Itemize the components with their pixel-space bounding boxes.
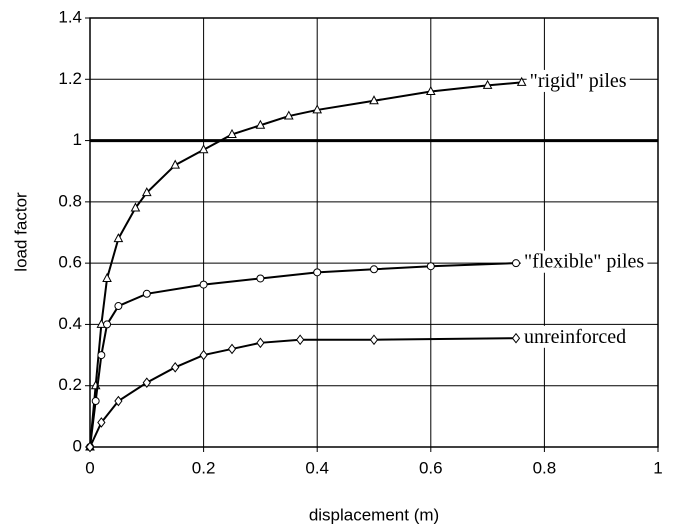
y-tick-label: 1.2 [58,69,82,88]
marker [369,95,379,105]
marker [97,351,106,360]
y-tick-label: 0 [73,436,82,455]
marker [130,202,141,212]
marker [296,334,305,346]
marker [370,265,378,274]
marker [426,262,435,271]
series-label-bg [526,69,630,92]
marker [85,441,95,453]
marker [198,144,209,154]
y-axis-label: load factor [11,192,30,272]
series-label: "flexible" piles [524,251,644,273]
y-tick-label: 0.6 [58,253,82,272]
marker [170,159,181,169]
x-tick-label: 0 [85,458,94,477]
x-tick-label: 0.2 [192,458,216,477]
x-tick-label: 1 [653,458,662,477]
series-label-bg [521,325,630,348]
marker [255,119,266,129]
marker [102,272,112,282]
series-label: unreinforced [524,326,626,348]
marker [199,280,208,289]
marker [482,79,493,89]
marker [313,268,322,277]
marker [114,302,123,311]
series-line [89,337,517,448]
marker [369,334,379,346]
plot-frame [89,17,659,448]
marker [516,76,527,86]
x-axis-label: displacement (m) [309,505,439,524]
series-label: "rigid" piles [530,70,627,92]
x-tick-label: 0.8 [533,458,557,477]
marker [114,395,123,407]
series-line [89,262,517,448]
x-tick-label: 0.6 [419,458,443,477]
marker [142,377,151,388]
marker [91,397,100,406]
marker [171,362,180,373]
marker [142,289,151,298]
marker [227,128,237,138]
marker [113,233,124,243]
y-tick-label: 0.4 [58,314,82,333]
marker [312,104,323,114]
marker [103,320,112,329]
x-tick-label: 0.4 [305,458,329,477]
marker [97,417,106,428]
marker [511,332,521,344]
y-tick-label: 1.4 [58,7,82,26]
marker [283,110,294,120]
y-tick-label: 0.2 [58,375,82,394]
marker [227,343,237,355]
marker [256,337,265,349]
marker [425,85,436,96]
y-tick-label: 1 [73,130,82,149]
series-label-bg [521,250,648,273]
marker [199,349,208,361]
marker [256,274,265,283]
marker [141,187,152,197]
y-tick-label: 0.8 [58,191,82,210]
marker [512,259,520,268]
